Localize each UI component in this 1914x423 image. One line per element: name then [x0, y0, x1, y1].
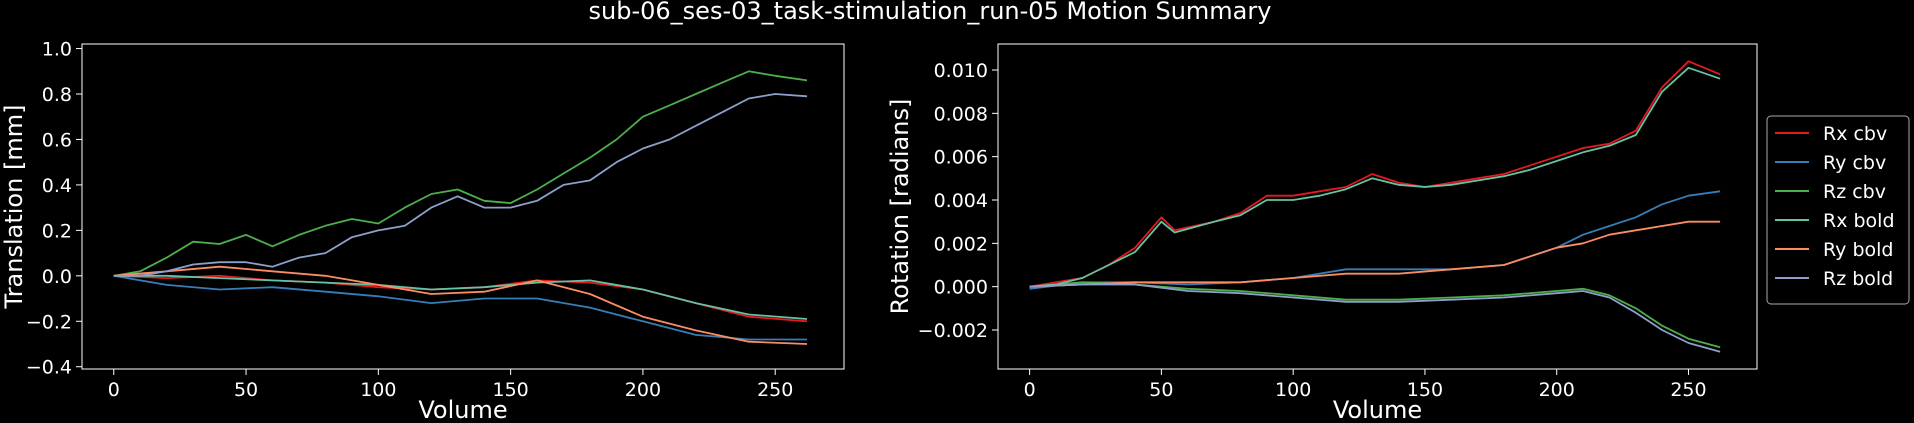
rotation-ytick-label: 0.010	[934, 60, 988, 82]
translation-ytick-label: 0.0	[42, 266, 72, 288]
rotation-ytick-label: 0.008	[934, 103, 988, 125]
translation-ytick-label: 0.4	[42, 175, 72, 197]
rotation-ytick-label: −0.002	[918, 320, 988, 342]
rotation-xtick-label: 250	[1670, 379, 1706, 401]
legend-label-rx-cbv: Rx cbv	[1823, 123, 1887, 145]
rotation-xtick-label: 50	[1149, 379, 1173, 401]
rotation-axes-frame	[997, 43, 1758, 370]
rotation-ytick-label: 0.004	[934, 190, 988, 212]
translation-plot: 0 50 100 150 200 250 −0.4 −0.2 0.0 0.2 0.4 0.6 0.8 1.…	[0, 39, 845, 423]
translation-series-2-line	[113, 274, 807, 341]
rotation-xtick-label: 150	[1407, 379, 1443, 401]
legend-label-ry-cbv: Ry cbv	[1823, 152, 1886, 174]
translation-series	[113, 70, 808, 345]
translation-series-3-line	[113, 70, 808, 277]
rotation-xtick-label: 200	[1539, 379, 1575, 401]
rotation-series	[1029, 60, 1721, 353]
rotation-xtick-label: 0	[1024, 379, 1036, 401]
translation-ytick-label: −0.4	[26, 357, 72, 379]
legend-label-rz-cbv: Rz cbv	[1823, 181, 1886, 203]
rotation-yaxis-label: Rotation [radians]	[886, 99, 914, 315]
legend: Rx cbv Ry cbv Rz cbv Rx bold Ry bold Rz bold	[1766, 115, 1910, 305]
rotation-series-rz-bold-line	[1029, 283, 1721, 353]
translation-yaxis-label: Translation [mm]	[0, 105, 28, 310]
figure-title: sub-06_ses-03_task-stimulation_run-05 Mo…	[589, 0, 1272, 25]
translation-series-5-line	[113, 265, 808, 345]
translation-ytick-label: 1.0	[42, 39, 72, 61]
legend-label-rx-bold: Rx bold	[1823, 210, 1895, 232]
legend-label-ry-bold: Ry bold	[1823, 239, 1893, 261]
rotation-series-rx-cbv-line	[1029, 60, 1721, 288]
translation-series-6-line	[113, 93, 808, 277]
translation-xtick-label: 0	[108, 379, 120, 401]
rotation-ytick-label: 0.006	[934, 147, 988, 169]
rotation-ytick-label: 0.002	[934, 233, 988, 255]
rotation-plot: 0 50 100 150 200 250 −0.002 0.000 0.002 0.004 0.00…	[886, 43, 1758, 423]
rotation-xaxis-label: Volume	[1333, 396, 1422, 423]
rotation-xtick-label: 100	[1275, 379, 1311, 401]
translation-xtick-label: 100	[360, 379, 396, 401]
translation-axes-frame	[81, 43, 845, 370]
translation-ytick-label: 0.2	[42, 220, 72, 242]
translation-series-4-line	[113, 274, 808, 320]
translation-xtick-label: 150	[492, 379, 528, 401]
translation-xtick-label: 50	[234, 379, 258, 401]
translation-series-1-line	[113, 274, 808, 323]
translation-xaxis-label: Volume	[418, 396, 507, 423]
rotation-ytick-label: 0.000	[934, 277, 988, 299]
rotation-series-rz-cbv-line	[1029, 281, 1721, 349]
translation-ytick-label: −0.2	[26, 311, 72, 333]
translation-ytick-label: 0.6	[42, 129, 72, 151]
translation-xtick-label: 250	[757, 379, 793, 401]
legend-label-rz-bold: Rz bold	[1823, 268, 1893, 290]
rotation-series-rx-bold-line	[1029, 66, 1721, 288]
translation-ytick-label: 0.8	[42, 84, 72, 106]
translation-xtick-label: 200	[625, 379, 661, 401]
rotation-series-ry-bold-line	[1029, 220, 1721, 288]
